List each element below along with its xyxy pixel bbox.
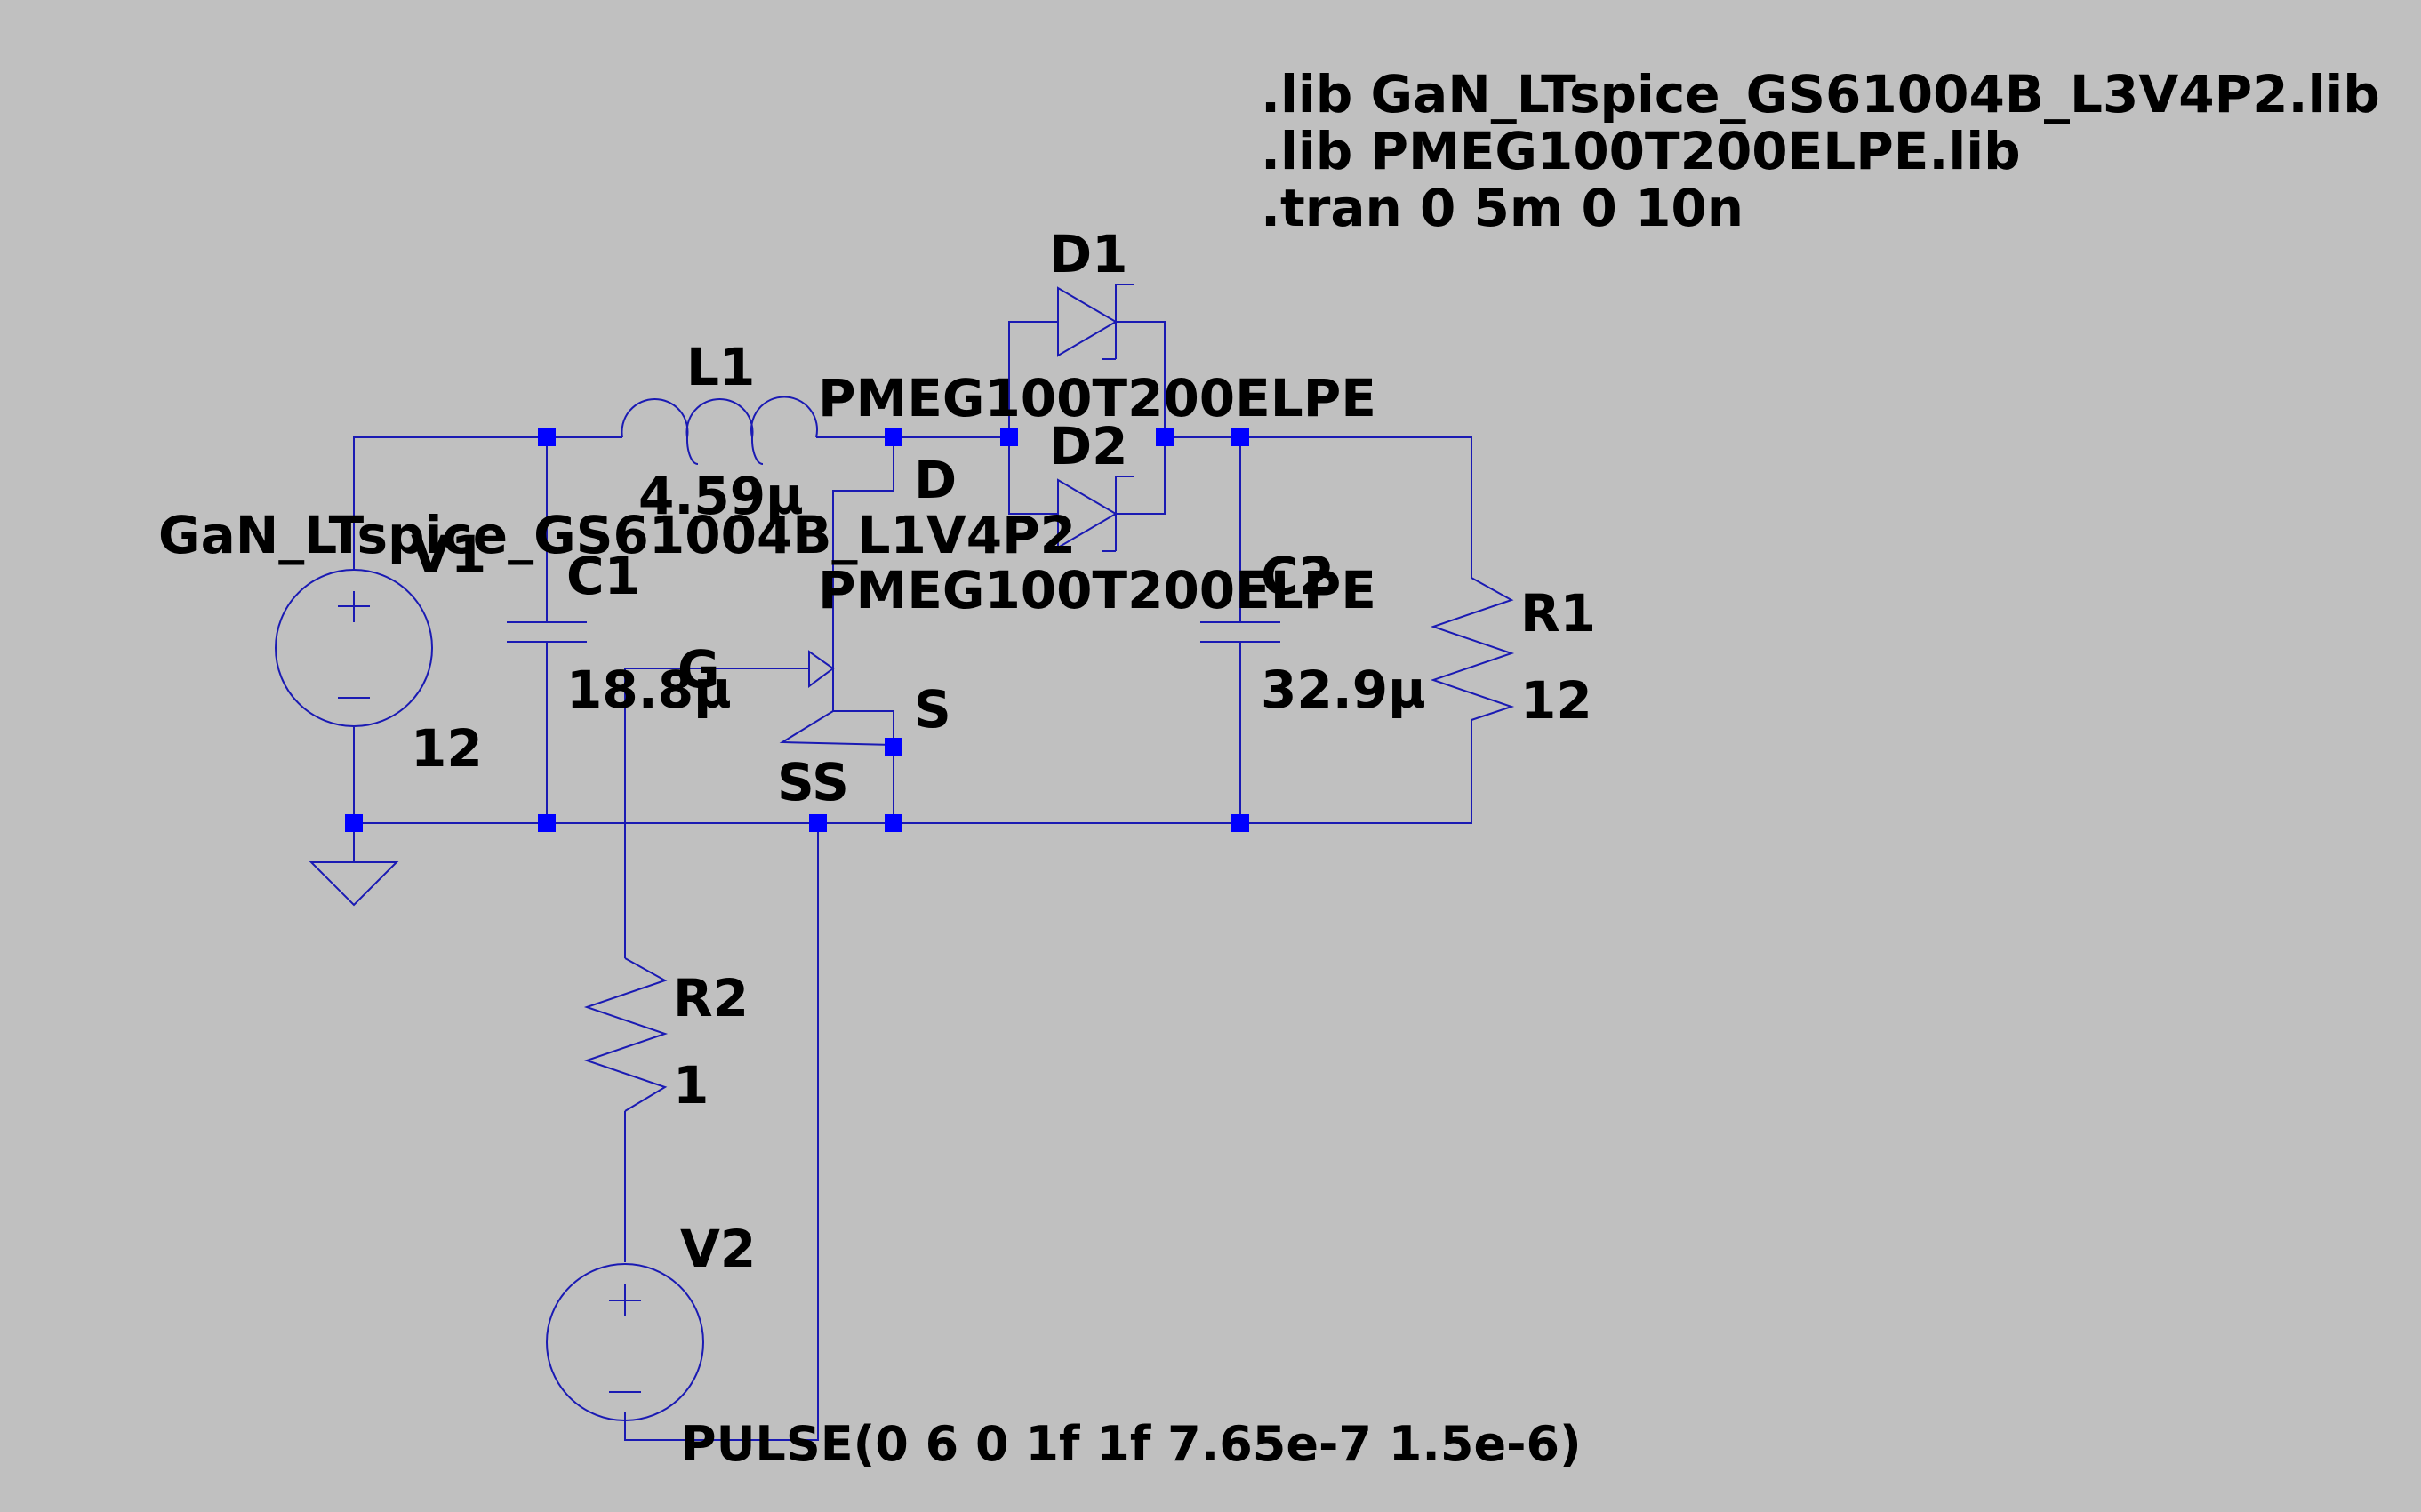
c2-ref[interactable]: C2 <box>1261 546 1335 606</box>
inductor-icon[interactable] <box>621 396 818 466</box>
node[interactable] <box>1156 428 1174 446</box>
wire-d2-right[interactable] <box>1134 437 1166 515</box>
v1-value[interactable]: 12 <box>411 718 483 779</box>
directive-tran[interactable]: .tran 0 5m 0 10n <box>1261 178 1744 238</box>
d1-ref[interactable]: D1 <box>1049 224 1128 284</box>
node[interactable] <box>885 814 902 832</box>
wire-drain[interactable] <box>832 437 894 653</box>
wire-gate[interactable] <box>624 668 747 958</box>
c1-ref[interactable]: C1 <box>566 546 640 606</box>
r1-value[interactable]: 12 <box>1520 670 1592 731</box>
directive-lib-gan[interactable]: .lib GaN_LTspice_GS61004B_L3V4P2.lib <box>1261 64 2380 124</box>
node[interactable] <box>538 428 556 446</box>
wires <box>353 321 1472 1441</box>
wire-d1-right[interactable] <box>1134 321 1166 437</box>
gan-fet-icon[interactable] <box>747 650 894 746</box>
c1-value[interactable]: 18.8µ <box>566 660 732 720</box>
v2-ref[interactable]: V2 <box>680 1219 756 1279</box>
pin-g-label: G <box>677 639 720 700</box>
node[interactable] <box>885 428 902 446</box>
node[interactable] <box>1000 428 1018 446</box>
diode-d2-icon[interactable] <box>1057 476 1134 552</box>
capacitor-c1-icon[interactable] <box>507 613 587 649</box>
resistor-r2-icon[interactable] <box>583 957 669 1112</box>
gan-model-label[interactable]: GaN_LTspice_GS61004B_L1V4P2 <box>158 505 1076 565</box>
wire-d2-left[interactable] <box>1008 437 1058 515</box>
node[interactable] <box>345 814 363 832</box>
node[interactable] <box>809 814 827 832</box>
l1-value[interactable]: 4.59µ <box>638 466 804 526</box>
diode-d1-icon[interactable] <box>1057 284 1134 360</box>
d1-model[interactable]: PMEG100T200ELPE <box>818 368 1376 428</box>
l1-ref[interactable]: L1 <box>686 337 755 397</box>
r2-value[interactable]: 1 <box>673 1055 709 1116</box>
resistor-r1-icon[interactable] <box>1430 577 1515 721</box>
node[interactable] <box>538 814 556 832</box>
voltage-source-v2-icon[interactable] <box>546 1263 704 1421</box>
v2-value[interactable]: PULSE(0 6 0 1f 1f 7.65e-7 1.5e-6) <box>681 1416 1582 1472</box>
junction-nodes <box>345 428 1249 832</box>
ground-icon <box>309 861 399 907</box>
pin-s-label: S <box>914 679 951 740</box>
d2-model[interactable]: PMEG100T200ELPE <box>818 560 1376 620</box>
pin-d-label: D <box>914 450 957 510</box>
node[interactable] <box>1231 814 1249 832</box>
node[interactable] <box>1231 428 1249 446</box>
r1-ref[interactable]: R1 <box>1520 583 1596 644</box>
node[interactable] <box>885 738 902 756</box>
wire-v1-top[interactable] <box>353 436 547 569</box>
wire-ground-rail[interactable] <box>354 720 1472 824</box>
wire-d1-left[interactable] <box>1008 321 1058 437</box>
spice-directives: .lib GaN_LTspice_GS61004B_L3V4P2.lib .li… <box>1261 64 2380 238</box>
wire-r1-top[interactable] <box>1240 436 1472 578</box>
c2-value[interactable]: 32.9µ <box>1261 660 1426 720</box>
r2-ref[interactable]: R2 <box>673 968 749 1028</box>
voltage-source-v1-icon[interactable] <box>275 569 433 727</box>
component-labels: L1 4.59µ D1 PMEG100T200ELPE D2 PMEG100T2… <box>158 224 1596 1472</box>
v1-ref[interactable]: V1 <box>411 524 486 585</box>
d2-ref[interactable]: D2 <box>1049 416 1128 476</box>
capacitor-c2-icon[interactable] <box>1200 613 1280 649</box>
pin-ss-label: SS <box>777 752 849 812</box>
directive-lib-pmeg[interactable]: .lib PMEG100T200ELPE.lib <box>1261 121 2021 181</box>
wire-v2-return[interactable] <box>624 823 819 1441</box>
